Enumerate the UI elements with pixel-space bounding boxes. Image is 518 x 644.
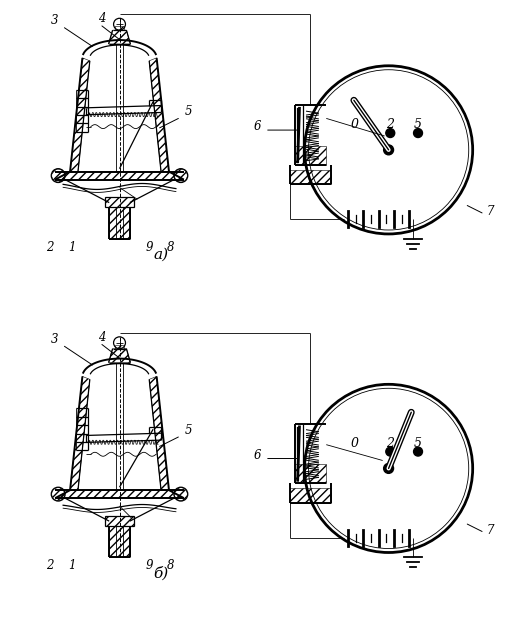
Circle shape xyxy=(413,447,423,456)
Text: 6: 6 xyxy=(253,448,261,462)
Text: б): б) xyxy=(153,566,169,580)
Text: 5: 5 xyxy=(414,437,422,450)
Circle shape xyxy=(384,464,394,473)
Text: 8: 8 xyxy=(167,241,175,254)
Circle shape xyxy=(386,447,395,456)
Text: 7: 7 xyxy=(486,524,494,536)
Circle shape xyxy=(413,129,423,138)
Text: 4: 4 xyxy=(98,331,106,344)
Text: 9: 9 xyxy=(146,560,153,573)
Text: 5: 5 xyxy=(414,118,422,131)
Bar xyxy=(109,207,131,239)
Text: 2: 2 xyxy=(47,241,54,254)
Text: 6: 6 xyxy=(253,120,261,133)
Text: 3: 3 xyxy=(51,14,58,27)
Text: а): а) xyxy=(153,248,169,261)
Text: 4: 4 xyxy=(98,12,106,25)
Circle shape xyxy=(384,145,394,155)
Text: 2: 2 xyxy=(47,560,54,573)
Text: 2: 2 xyxy=(386,437,394,450)
Text: 2: 2 xyxy=(386,118,394,131)
Text: 8: 8 xyxy=(167,560,175,573)
Text: 1: 1 xyxy=(68,241,76,254)
Text: 1: 1 xyxy=(68,560,76,573)
Circle shape xyxy=(386,129,395,138)
Text: 0: 0 xyxy=(351,437,359,450)
Text: 0: 0 xyxy=(351,118,359,131)
Text: 5: 5 xyxy=(185,105,192,118)
Text: 5: 5 xyxy=(185,424,192,437)
Text: 3: 3 xyxy=(51,333,58,346)
Bar xyxy=(109,526,131,558)
Text: 7: 7 xyxy=(486,205,494,218)
Text: 9: 9 xyxy=(146,241,153,254)
